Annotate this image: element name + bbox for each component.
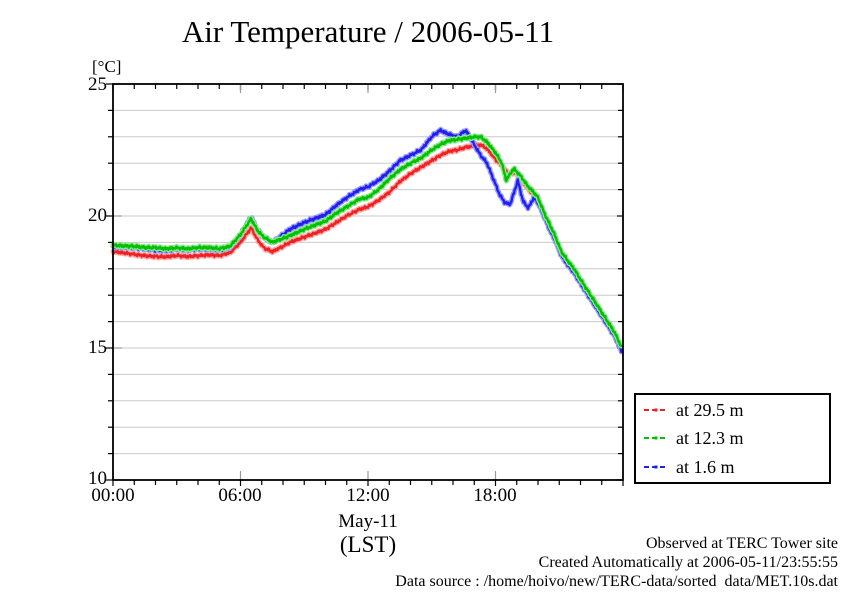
legend-label: at 1.6 m [676, 456, 735, 477]
y-tick-label-25: 25 [88, 74, 107, 95]
legend-label: at 29.5 m [676, 400, 744, 421]
y-tick-label-10: 10 [88, 468, 107, 489]
x-axis-date-label: May-11 [338, 511, 398, 532]
legend-line-sample-blue [644, 465, 668, 469]
footer-observed-site: Observed at TERC Tower site [645, 535, 838, 552]
x-tick-label-0000: 00:00 [91, 485, 135, 506]
legend-entry-29-5m: at 29.5 m [643, 396, 829, 424]
legend-entry-12-3m: at 12.3 m [643, 424, 829, 452]
legend-entry-1-6m: at 1.6 m [643, 453, 829, 481]
legend-line-sample-red [644, 408, 668, 412]
x-axis-timezone-label: (LST) [339, 532, 397, 557]
chart-title: Air Temperature / 2006-05-11 [181, 14, 555, 49]
y-axis-unit-label: [°C] [92, 57, 122, 76]
legend-box: at 29.5 m at 12.3 m at 1.6 m [634, 393, 831, 484]
footer-data-source-path: Data source : /home/hoivo/new/TERC-data/… [395, 573, 838, 590]
x-tick-label-1200: 12:00 [346, 485, 390, 506]
y-tick-label-20: 20 [88, 205, 107, 226]
legend-label: at 12.3 m [676, 428, 744, 449]
footer-created-timestamp: Created Automatically at 2006-05-11/23:5… [538, 554, 838, 571]
x-tick-label-0600: 06:00 [218, 485, 262, 506]
legend-line-sample-green [644, 436, 668, 440]
x-tick-label-1800: 18:00 [473, 485, 517, 506]
y-tick-label-15: 15 [88, 337, 107, 358]
